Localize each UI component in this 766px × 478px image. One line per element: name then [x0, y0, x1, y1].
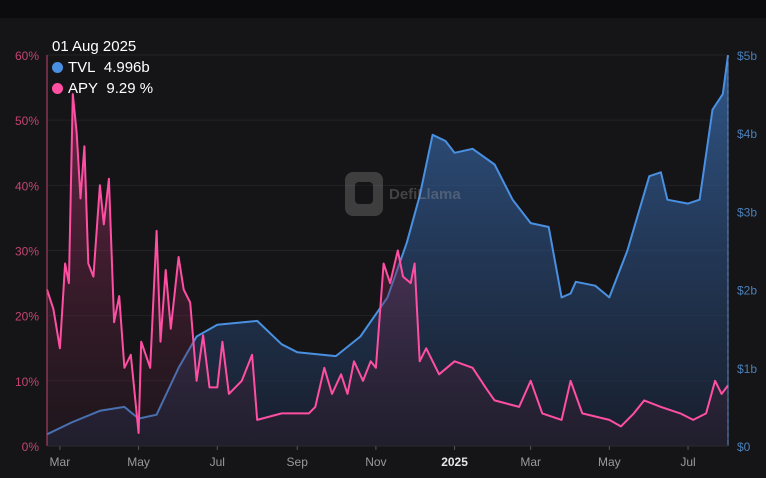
axes: 0% 10% 20% 30% 40% 50% 60% $0 $1b $2b $3b $4b $5b Mar…	[15, 49, 757, 469]
defillama-watermark: DefiLlama	[345, 172, 461, 216]
top-strip	[0, 0, 766, 18]
x-tick-label: May	[127, 455, 150, 469]
apy-area-fill	[47, 94, 728, 446]
apy-tick-label: 10%	[15, 375, 39, 389]
apy-line	[46, 93, 729, 434]
x-tick-label: Jul	[680, 455, 695, 469]
tvl-tick-label: $3b	[737, 205, 757, 219]
tvl-tick-label: $4b	[737, 127, 757, 141]
tooltip-date: 01 Aug 2025	[52, 38, 137, 55]
tooltip-tvl-row: TVL 4.996b	[52, 57, 153, 78]
x-tick-label: Mar	[520, 455, 541, 469]
tvl-area-fill	[47, 55, 728, 447]
tooltip: 01 Aug 2025 TVL 4.996b APY 9.29 %	[52, 36, 153, 99]
apy-series	[46, 93, 729, 446]
tooltip-tvl-label: TVL	[68, 59, 96, 76]
x-tick-label: May	[598, 455, 621, 469]
tooltip-apy-label: APY	[68, 80, 99, 97]
apy-tick-label: 0%	[22, 440, 40, 454]
apy-tick-label: 50%	[15, 114, 39, 128]
x-tick-label: Nov	[365, 455, 386, 469]
apy-tick-label: 30%	[15, 245, 39, 259]
apy-tick-label: 60%	[15, 49, 39, 63]
x-tick-label: 2025	[441, 455, 468, 469]
tooltip-apy-row: APY 9.29 %	[52, 78, 153, 99]
apy-dot-icon	[52, 83, 63, 94]
tooltip-apy-value: 9.29 %	[106, 80, 154, 97]
tvl-tick-label: $2b	[737, 284, 757, 298]
x-tick-label: Mar	[50, 455, 71, 469]
x-tick-label: Jul	[210, 455, 225, 469]
tvl-tick-label: $1b	[737, 362, 757, 376]
tvl-dot-icon	[52, 62, 63, 73]
watermark-text: DefiLlama	[389, 185, 461, 203]
tooltip-tvl-value: 4.996b	[103, 59, 150, 76]
tvl-tick-label: $5b	[737, 49, 757, 63]
apy-tick-label: 20%	[15, 310, 39, 324]
apy-tick-label: 40%	[15, 179, 39, 193]
llama-logo-icon	[345, 172, 383, 216]
x-tick-label: Sep	[287, 455, 309, 469]
tvl-tick-label: $0	[737, 440, 751, 454]
